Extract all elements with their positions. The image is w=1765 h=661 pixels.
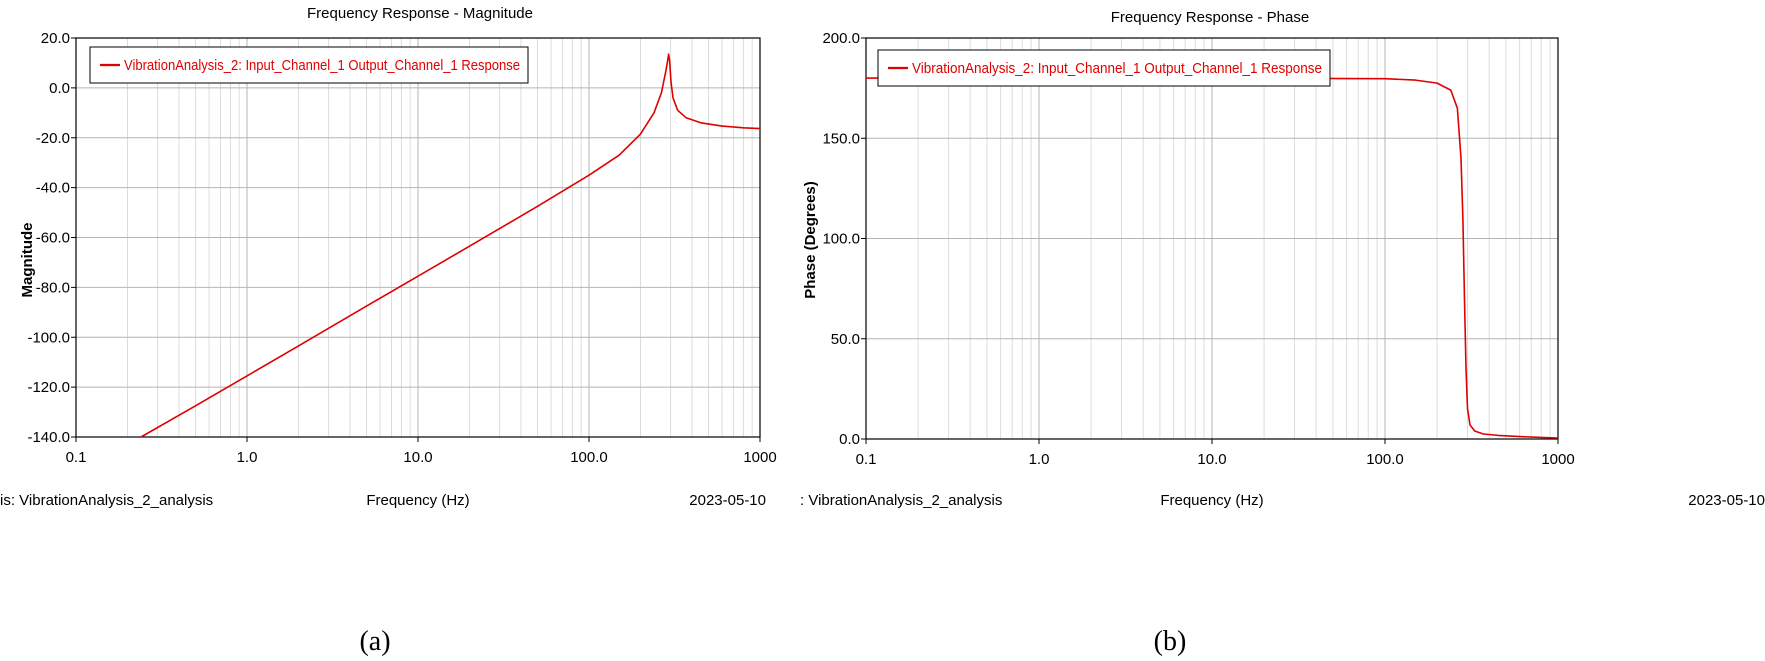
- footer-date: 2023-05-10: [1688, 492, 1765, 509]
- y-tick-label: 50.0: [831, 331, 860, 348]
- y-axis-label: Phase (Degrees): [802, 181, 819, 299]
- series-line: [140, 53, 761, 438]
- panel-b-phase: Frequency Response - Phase Phase (Degree…: [800, 9, 1765, 657]
- y-tick-label: -120.0: [27, 379, 70, 396]
- y-tick-label: 0.0: [49, 80, 70, 97]
- x-tick-label: 10.0: [1197, 451, 1226, 468]
- y-tick-label: -140.0: [27, 429, 70, 446]
- x-tick-label: 0.1: [856, 451, 877, 468]
- y-tick-label: 200.0: [822, 30, 860, 47]
- footer-date: 2023-05-10: [689, 492, 766, 509]
- y-tick-label: -20.0: [36, 130, 70, 147]
- y-axis-label: Magnitude: [19, 223, 36, 298]
- x-axis-label: Frequency (Hz): [366, 492, 469, 509]
- panel-caption: (b): [1154, 626, 1187, 657]
- legend-label: VibrationAnalysis_2: Input_Channel_1 Out…: [124, 58, 520, 74]
- y-tick-label: -40.0: [36, 180, 70, 197]
- chart-title: Frequency Response - Phase: [1111, 9, 1309, 26]
- panel-a-magnitude: Frequency Response - Magnitude Magnitude…: [0, 5, 777, 657]
- x-tick-label: 1000: [1541, 451, 1574, 468]
- x-axis-label: Frequency (Hz): [1160, 492, 1263, 509]
- y-tick-label: -100.0: [27, 329, 70, 346]
- y-tick-label: 0.0: [839, 431, 860, 448]
- footer-analysis-name: is: VibrationAnalysis_2_analysis: [0, 492, 213, 509]
- legend-box: [89, 46, 529, 84]
- x-tick-label: 1.0: [237, 449, 258, 466]
- y-tick-label: 20.0: [41, 30, 70, 47]
- x-tick-label: 100.0: [570, 449, 608, 466]
- x-tick-label: 10.0: [403, 449, 432, 466]
- x-tick-label: 1000: [743, 449, 776, 466]
- y-tick-label: -60.0: [36, 230, 70, 247]
- grid: [75, 37, 761, 438]
- legend-box: [877, 49, 1331, 87]
- chart-title: Frequency Response - Magnitude: [307, 5, 533, 22]
- y-tick-label: -80.0: [36, 279, 70, 296]
- x-tick-label: 1.0: [1029, 451, 1050, 468]
- panel-caption: (a): [359, 626, 390, 657]
- y-tick-label: 150.0: [822, 130, 860, 147]
- x-tick-label: 0.1: [66, 449, 87, 466]
- y-tick-label: 100.0: [822, 231, 860, 248]
- legend-label: VibrationAnalysis_2: Input_Channel_1 Out…: [912, 61, 1322, 77]
- x-tick-label: 100.0: [1366, 451, 1404, 468]
- footer-analysis-name: : VibrationAnalysis_2_analysis: [800, 492, 1002, 509]
- series-line: [866, 77, 1559, 439]
